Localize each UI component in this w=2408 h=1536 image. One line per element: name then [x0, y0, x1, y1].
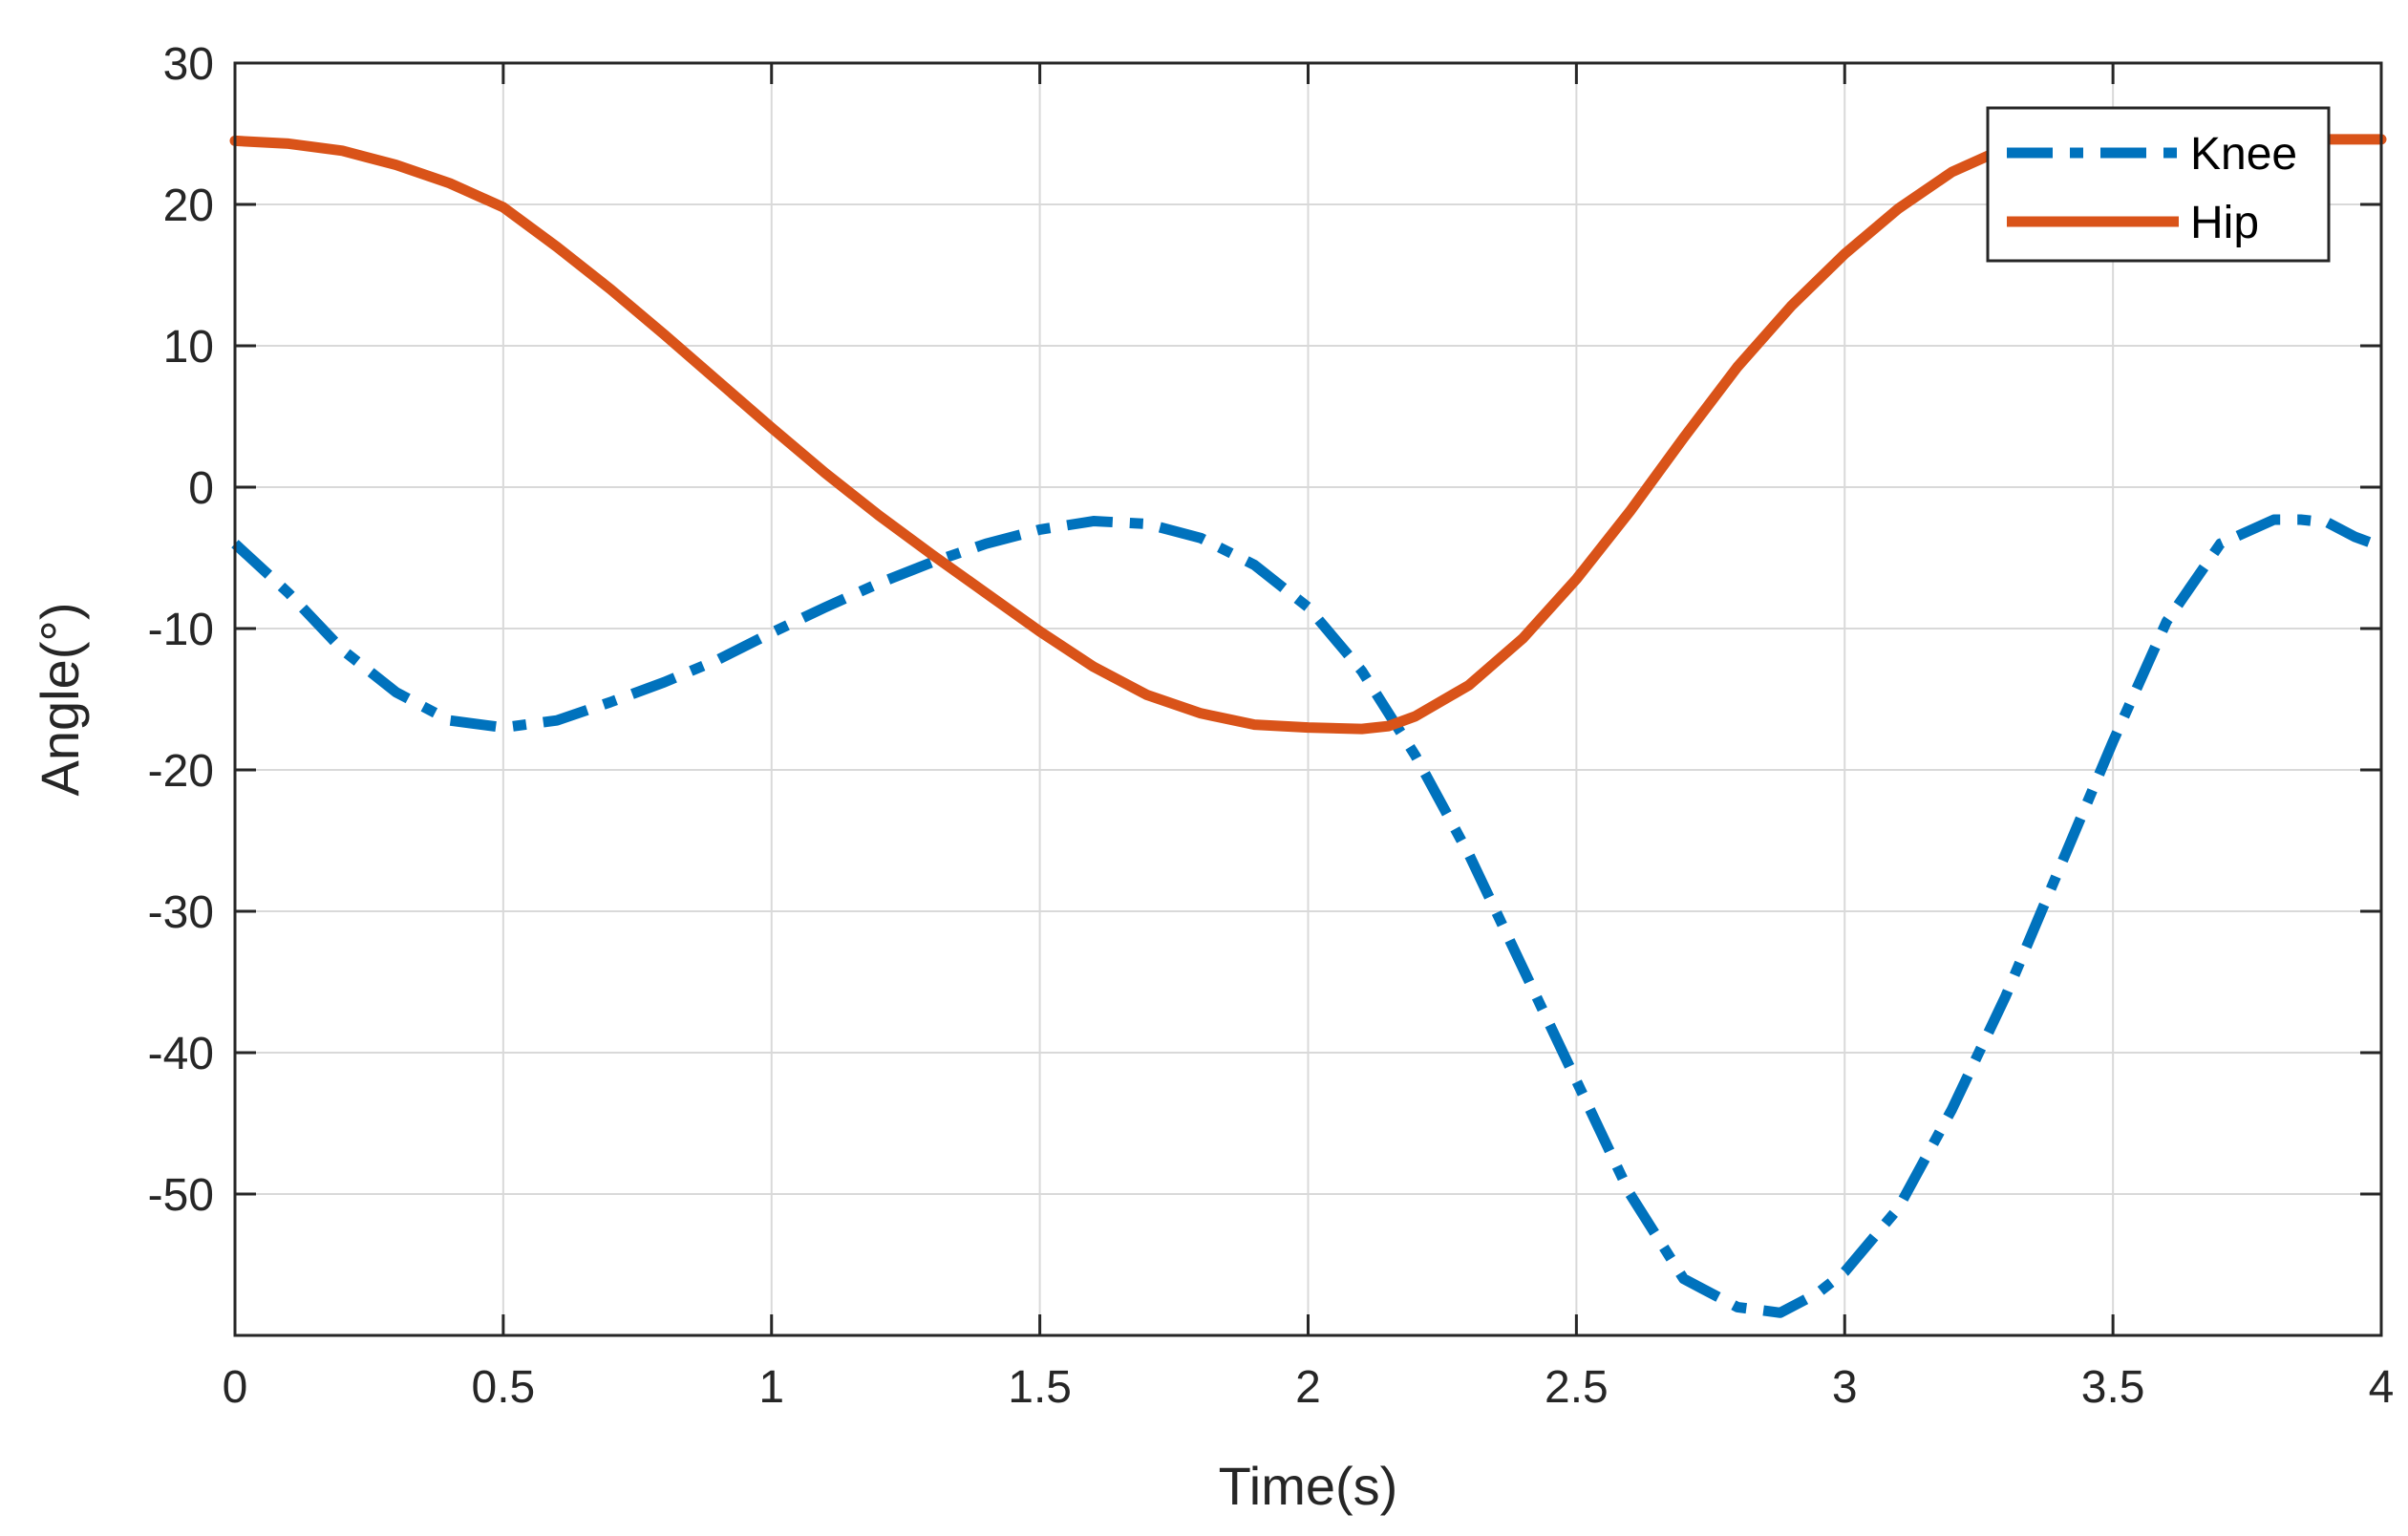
x-tick-label: 2.5	[1545, 1362, 1609, 1413]
y-tick-label: -40	[148, 1029, 214, 1079]
x-axis-label: Time(s)	[1219, 1456, 1398, 1516]
y-tick-label: 10	[163, 322, 214, 373]
x-tick-label: 3.5	[2081, 1362, 2145, 1413]
x-tick-label: 1	[758, 1362, 784, 1413]
tick-labels: 0 0.5 1 1.5 2 2.5 3 3.5 4 30 20 10 0 -10 -20 -30 -40 -50	[148, 39, 2395, 1413]
legend-label-knee: Knee	[2190, 129, 2297, 180]
axes	[233, 61, 2383, 1337]
y-tick-label: -10	[148, 605, 214, 655]
series-line-knee	[231, 514, 2383, 1318]
x-tick-label: 4	[2369, 1362, 2395, 1413]
y-tick-label: 30	[163, 39, 214, 90]
y-axis-label: Angle(°)	[30, 603, 90, 797]
y-tick-label: 20	[163, 181, 214, 231]
legend: Knee Hip	[1986, 106, 2331, 263]
x-tick-label: 3	[1832, 1362, 1858, 1413]
grid	[235, 63, 2381, 1335]
y-tick-label: 0	[188, 463, 214, 514]
legend-label-hip: Hip	[2190, 198, 2259, 248]
x-tick-label: 1.5	[1008, 1362, 1072, 1413]
x-tick-label: 2	[1295, 1362, 1321, 1413]
y-tick-label: -30	[148, 887, 214, 938]
y-tick-label: -20	[148, 746, 214, 797]
legend-box	[1986, 106, 2331, 263]
x-tick-label: 0.5	[472, 1362, 536, 1413]
x-tick-label: 0	[223, 1362, 248, 1413]
y-tick-label: -50	[148, 1170, 214, 1221]
